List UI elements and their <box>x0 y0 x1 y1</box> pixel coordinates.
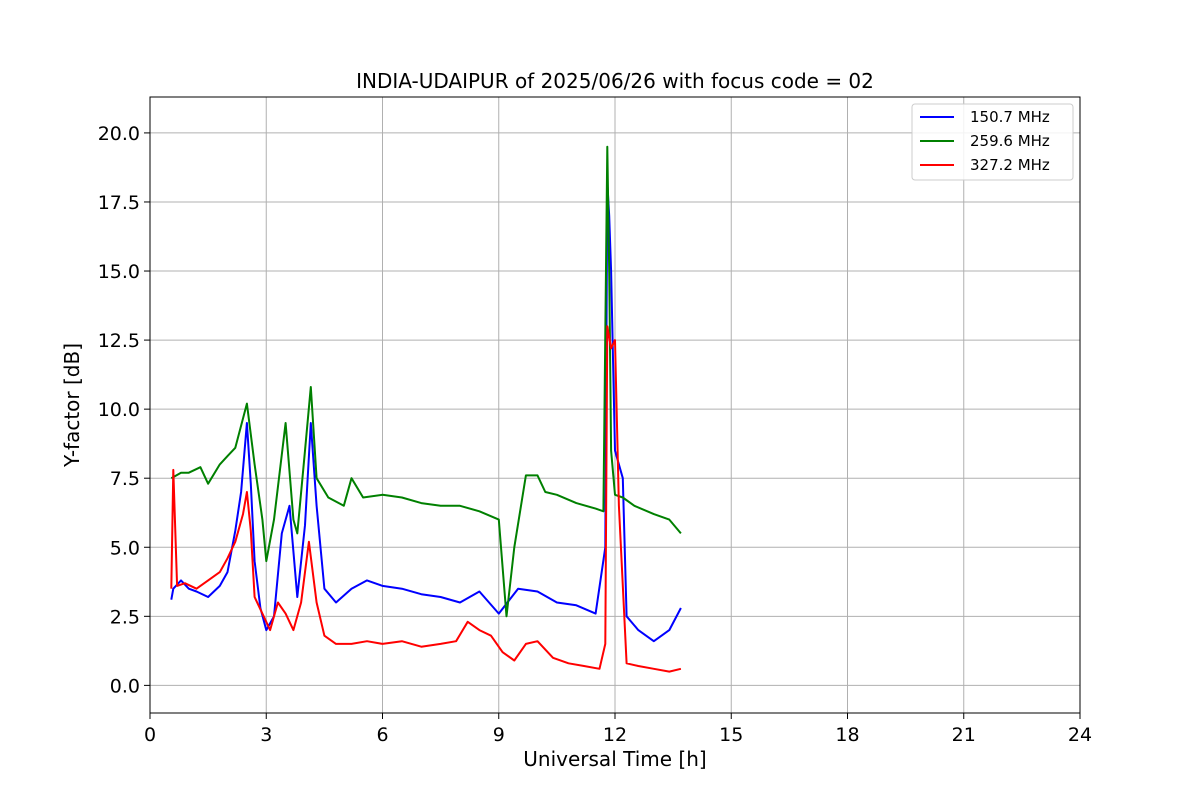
x-tick-label: 6 <box>376 724 388 746</box>
legend-box <box>911 103 1074 181</box>
x-tick-label: 9 <box>493 724 505 746</box>
x-axis-label: Universal Time [h] <box>523 747 706 771</box>
y-tick-label: 15.0 <box>98 261 140 283</box>
x-tick-label: 24 <box>1068 724 1092 746</box>
series-line-2 <box>170 145 682 618</box>
y-tick-label: 20.0 <box>98 123 140 145</box>
y-tick-label: 10.0 <box>98 399 140 421</box>
legend: 150.7 MHz 259.6 MHz 327.2 MHz <box>911 103 1074 181</box>
y-axis: 0.0 2.5 5.0 7.5 10.0 12.5 15.0 17.5 20.0 <box>98 123 150 697</box>
y-axis-label: Y-factor [dB] <box>60 343 84 468</box>
x-axis: 0 3 6 9 12 15 18 21 24 <box>144 713 1092 746</box>
legend-label: 259.6 MHz <box>970 132 1050 150</box>
x-tick-label: 12 <box>603 724 627 746</box>
x-tick-label: 0 <box>144 724 156 746</box>
y-tick-label: 17.5 <box>98 192 140 214</box>
chart-title: INDIA-UDAIPUR of 2025/06/26 with focus c… <box>356 69 874 93</box>
legend-label: 327.2 MHz <box>970 156 1050 174</box>
x-tick-label: 3 <box>260 724 272 746</box>
y-tick-label: 12.5 <box>98 330 140 352</box>
y-tick-label: 2.5 <box>110 606 140 628</box>
x-tick-label: 18 <box>835 724 859 746</box>
series-line-3 <box>170 325 682 673</box>
series-lines <box>170 145 682 673</box>
x-tick-label: 21 <box>952 724 976 746</box>
x-tick-label: 15 <box>719 724 743 746</box>
y-tick-label: 5.0 <box>110 537 140 559</box>
legend-label: 150.7 MHz <box>970 108 1050 126</box>
y-tick-label: 7.5 <box>110 468 140 490</box>
y-tick-label: 0.0 <box>110 675 140 697</box>
